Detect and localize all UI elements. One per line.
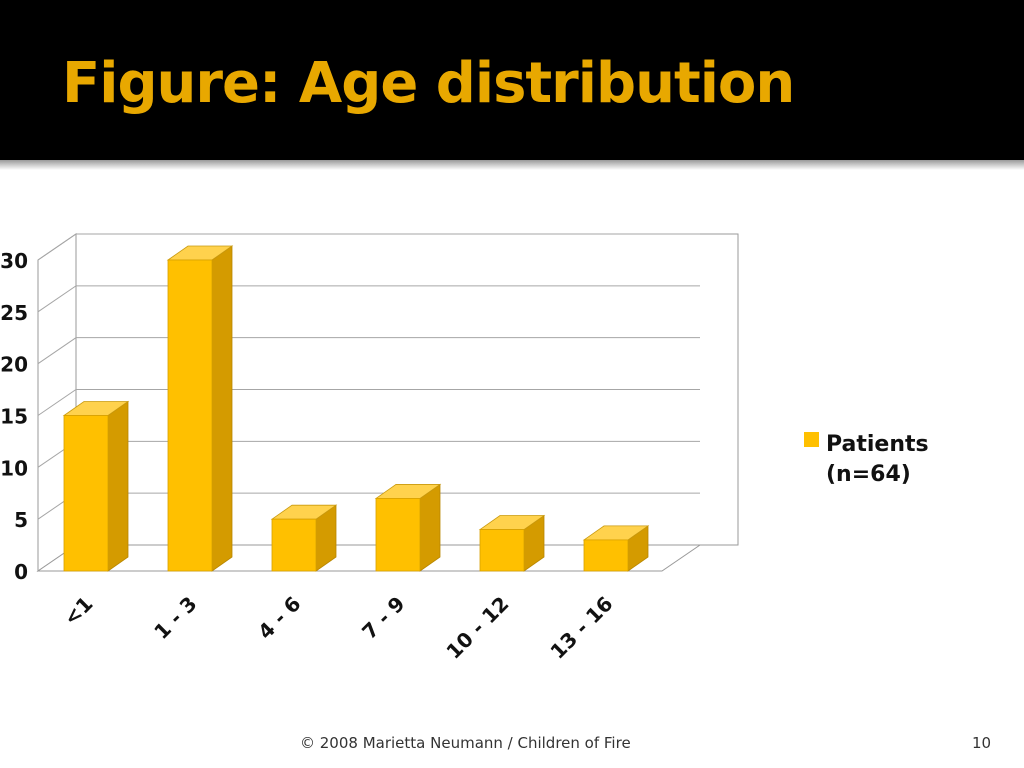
bar bbox=[582, 525, 650, 572]
y-tick-label: 15 bbox=[0, 405, 28, 429]
slide-footer: © 2008 Marietta Neumann / Children of Fi… bbox=[300, 734, 631, 752]
slide-header bbox=[0, 0, 1024, 160]
bar-side bbox=[211, 245, 233, 572]
bar-side bbox=[107, 400, 129, 572]
y-tick-label: 25 bbox=[0, 301, 28, 325]
header-divider bbox=[0, 160, 1024, 170]
bar bbox=[478, 514, 546, 572]
bar-front bbox=[583, 539, 629, 572]
legend-label-line-2: (n=64) bbox=[826, 462, 911, 487]
bar bbox=[62, 400, 130, 572]
bar-side bbox=[419, 483, 441, 572]
gridline bbox=[37, 233, 700, 261]
age-distribution-chart: 0 5 10 15 20 25 30 <1 1 - 3 4 - 6 7 - 9 10 - 12 13 -… bbox=[0, 233, 739, 664]
legend-swatch bbox=[804, 432, 819, 447]
bar bbox=[270, 504, 338, 572]
x-tick-label: 13 - 16 bbox=[545, 592, 617, 664]
bar-front bbox=[375, 498, 421, 572]
y-tick-label: 0 bbox=[14, 560, 28, 584]
bar-front bbox=[479, 529, 525, 572]
x-tick-label: 10 - 12 bbox=[441, 592, 513, 664]
slide-number: 10 bbox=[972, 734, 992, 752]
gridline bbox=[37, 285, 700, 313]
y-tick-label: 20 bbox=[0, 353, 28, 377]
bar-front bbox=[63, 415, 109, 572]
legend-label: Patients (n=64) bbox=[826, 430, 986, 490]
bar-front bbox=[167, 259, 213, 572]
slide-title: Figure: Age distribution bbox=[62, 51, 795, 116]
gridline bbox=[37, 389, 700, 416]
bar bbox=[166, 245, 234, 572]
y-tick-label: 10 bbox=[0, 456, 28, 480]
y-tick-label: 5 bbox=[14, 508, 28, 532]
bar-front bbox=[271, 518, 317, 572]
x-tick-label: 4 - 6 bbox=[253, 592, 305, 644]
legend-label-line-1: Patients bbox=[826, 432, 929, 457]
x-tick-label: 7 - 9 bbox=[357, 592, 409, 644]
x-tick-label: 1 - 3 bbox=[149, 592, 201, 644]
y-tick-label: 30 bbox=[0, 249, 28, 273]
gridline bbox=[37, 337, 700, 365]
bar bbox=[374, 483, 442, 572]
x-tick-label: <1 bbox=[59, 592, 98, 631]
